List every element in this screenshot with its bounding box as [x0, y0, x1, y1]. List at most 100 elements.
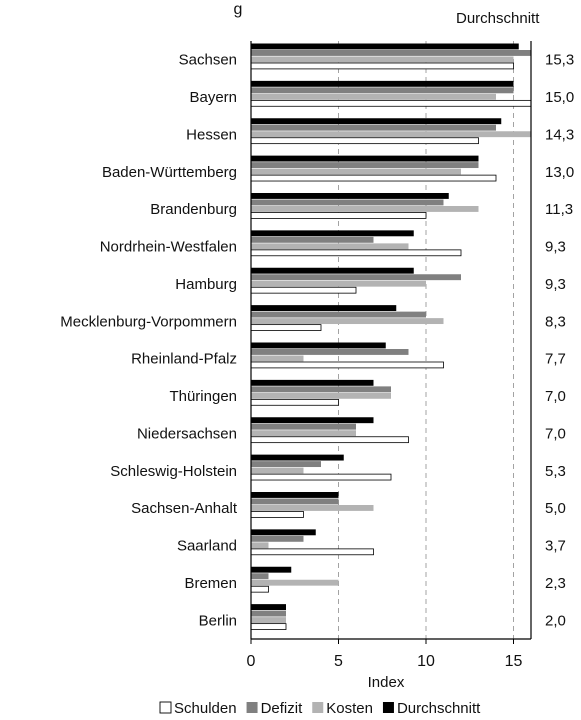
bar-durchschnitt-7: [251, 305, 397, 312]
average-label: 9,3: [545, 276, 566, 293]
legend-swatch-defizit: [246, 702, 258, 713]
bar-defizit-8: [251, 349, 409, 355]
bar-schulden-2: [250, 137, 479, 145]
bar-kosten-9: [251, 392, 391, 399]
bar-schulden-8: [250, 361, 444, 369]
x-tick-label: 0: [247, 653, 256, 670]
category-label: Saarland: [177, 538, 237, 555]
category-label: Nordrhein-Westfalen: [100, 239, 237, 256]
legend-label: Kosten: [326, 700, 373, 717]
bar-schulden-1: [250, 99, 532, 107]
category-label: Sachsen-Anhalt: [131, 500, 238, 517]
average-label: 7,7: [545, 351, 566, 368]
bar-kosten-2: [251, 131, 531, 138]
bar-schulden-6: [250, 286, 357, 294]
bar-durchschnitt-2: [251, 118, 502, 125]
category-label: Hamburg: [175, 276, 237, 293]
bar-durchschnitt-0: [251, 43, 519, 50]
bar-durchschnitt-11: [251, 454, 344, 461]
bar-defizit-12: [251, 498, 339, 505]
bar-defizit-10: [251, 423, 356, 430]
bar-schulden-9: [250, 398, 339, 406]
average-label: 3,7: [545, 538, 566, 555]
average-label: 2,0: [545, 612, 566, 629]
bar-schulden-7: [250, 324, 322, 331]
bar-schulden-13: [250, 548, 374, 556]
bar-kosten-14: [251, 579, 339, 586]
average-label: 13,0: [545, 164, 574, 181]
bar-schulden-12: [250, 511, 304, 518]
bar-durchschnitt-12: [251, 492, 339, 498]
bar-kosten-6: [251, 280, 426, 287]
category-label: Hessen: [186, 126, 237, 143]
bar-kosten-3: [251, 168, 461, 175]
x-tick-label: 10: [417, 653, 435, 670]
category-label: Niedersachsen: [137, 425, 237, 442]
average-label: 5,3: [545, 463, 566, 480]
bar-durchschnitt-4: [251, 193, 449, 199]
bar-durchschnitt-1: [251, 80, 514, 87]
category-label: Mecklenburg-Vorpommern: [60, 313, 237, 330]
category-label: Baden-Württemberg: [102, 164, 237, 181]
legend-label: Durchschnitt: [397, 700, 481, 717]
average-label: 7,0: [545, 388, 566, 405]
category-label: Bayern: [189, 89, 237, 106]
bar-kosten-1: [251, 93, 496, 100]
average-label: 15,0: [545, 89, 574, 106]
category-label: Sachsen: [179, 52, 237, 69]
average-label: 2,3: [545, 575, 566, 592]
bar-defizit-3: [251, 162, 479, 169]
bar-durchschnitt-9: [251, 379, 374, 386]
bar-defizit-2: [251, 124, 496, 131]
bar-durchschnitt-6: [251, 267, 414, 274]
bar-kosten-13: [251, 542, 269, 549]
bar-defizit-15: [251, 610, 286, 617]
bar-kosten-0: [251, 56, 514, 63]
bar-defizit-13: [251, 535, 304, 542]
category-label: Brandenburg: [150, 201, 237, 218]
bar-kosten-12: [251, 505, 374, 511]
bar-durchschnitt-3: [251, 155, 479, 162]
bar-defizit-7: [251, 311, 426, 318]
bar-schulden-4: [250, 212, 427, 219]
bar-kosten-4: [251, 206, 479, 212]
bar-defizit-9: [251, 386, 391, 393]
bar-durchschnitt-15: [251, 604, 286, 611]
legend-label: Defizit: [261, 700, 304, 717]
category-label: Schleswig-Holstein: [110, 463, 237, 480]
x-tick-label: 15: [505, 653, 523, 670]
legend: Schulden Defizit Kosten Durchschnitt: [159, 700, 481, 717]
chart-title: g: [234, 1, 243, 18]
bar-durchschnitt-8: [251, 342, 386, 349]
bar-defizit-1: [251, 87, 514, 94]
bar-kosten-10: [251, 430, 356, 437]
bar-defizit-11: [251, 461, 321, 468]
bar-defizit-14: [251, 573, 269, 580]
legend-swatch-durchschnitt: [382, 702, 394, 713]
x-ticks: 0 5 10 15: [247, 639, 523, 670]
average-label: 7,0: [545, 425, 566, 442]
bar-defizit-6: [251, 274, 461, 281]
x-tick-label: 5: [334, 653, 343, 670]
average-label: 5,0: [545, 500, 566, 517]
bar-kosten-11: [251, 467, 304, 474]
bars: [250, 43, 532, 630]
bar-schulden-10: [250, 436, 409, 444]
bar-kosten-8: [251, 355, 304, 362]
bar-defizit-4: [251, 199, 444, 206]
bar-durchschnitt-14: [251, 566, 292, 573]
average-label: 15,3: [545, 52, 574, 69]
legend-swatch-kosten: [312, 702, 324, 713]
bar-schulden-11: [250, 473, 392, 481]
category-label: Berlin: [199, 612, 237, 629]
average-labels: 15,3 15,0 14,3 13,0 11,3 9,3 9,3 8,3 7,7 7,0 7,0 5,…: [545, 52, 574, 630]
average-label: 8,3: [545, 313, 566, 330]
bar-schulden-14: [250, 585, 269, 593]
average-label: 9,3: [545, 239, 566, 256]
legend-label: Schulden: [174, 700, 237, 717]
category-label: Thüringen: [169, 388, 237, 405]
category-label: Bremen: [184, 575, 237, 592]
average-label: 11,3: [545, 201, 573, 218]
bar-schulden-5: [250, 249, 462, 257]
bar-schulden-15: [250, 623, 287, 630]
